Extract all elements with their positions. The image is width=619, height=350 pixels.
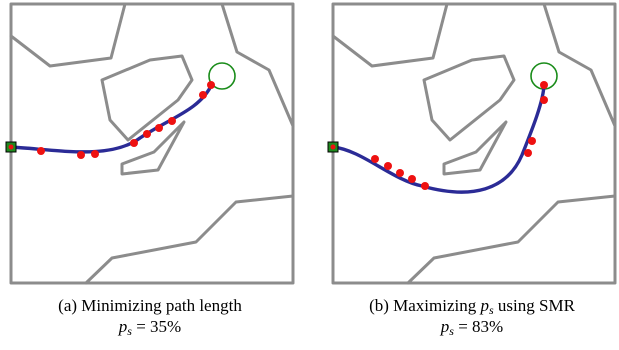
goal-region bbox=[208, 62, 236, 90]
waypoint bbox=[384, 162, 392, 170]
waypoint bbox=[155, 124, 163, 132]
obstacle-center-pentagon bbox=[422, 54, 516, 142]
waypoint bbox=[524, 149, 532, 157]
obstacle-top-right bbox=[220, 2, 295, 128]
workspace-boundary bbox=[9, 2, 295, 285]
workspace-boundary bbox=[331, 2, 617, 285]
waypoint bbox=[396, 169, 404, 177]
planned-path bbox=[332, 83, 546, 194]
caption-b-title: (b) Maximizing ps using SMR bbox=[369, 296, 575, 317]
panel-b: (b) Maximizing ps using SMR ps = 83% bbox=[322, 0, 619, 350]
obstacle-bottom-right bbox=[406, 194, 617, 285]
waypoint bbox=[421, 182, 429, 190]
obstacle-top-right bbox=[542, 2, 617, 128]
obstacle-center-wedge bbox=[442, 120, 508, 176]
waypoint bbox=[91, 150, 99, 158]
planned-path bbox=[10, 83, 214, 154]
obstacle-center-pentagon bbox=[100, 54, 194, 142]
waypoint bbox=[168, 117, 176, 125]
environment-map-a bbox=[5, 2, 295, 285]
environment-map-b bbox=[327, 2, 617, 285]
waypoint bbox=[540, 96, 548, 104]
waypoint bbox=[540, 81, 548, 89]
waypoint bbox=[408, 175, 416, 183]
waypoint bbox=[207, 81, 215, 89]
start-dot bbox=[330, 144, 336, 150]
panel-a: (a) Minimizing path length ps = 35% bbox=[0, 0, 300, 350]
start-dot bbox=[8, 144, 14, 150]
obstacle-bottom-right bbox=[84, 194, 295, 285]
caption-a-metric: ps = 35% bbox=[118, 317, 182, 338]
waypoint bbox=[37, 147, 45, 155]
waypoint bbox=[143, 130, 151, 138]
waypoint bbox=[199, 91, 207, 99]
waypoint bbox=[77, 151, 85, 159]
obstacle-top-left bbox=[9, 2, 127, 68]
waypoint bbox=[371, 155, 379, 163]
waypoint bbox=[130, 139, 138, 147]
obstacle-top-left bbox=[331, 2, 449, 68]
waypoint bbox=[528, 137, 536, 145]
caption-b-metric: ps = 83% bbox=[440, 317, 504, 338]
obstacle-center-wedge bbox=[120, 120, 186, 176]
caption-a-title: (a) Minimizing path length bbox=[58, 296, 242, 315]
